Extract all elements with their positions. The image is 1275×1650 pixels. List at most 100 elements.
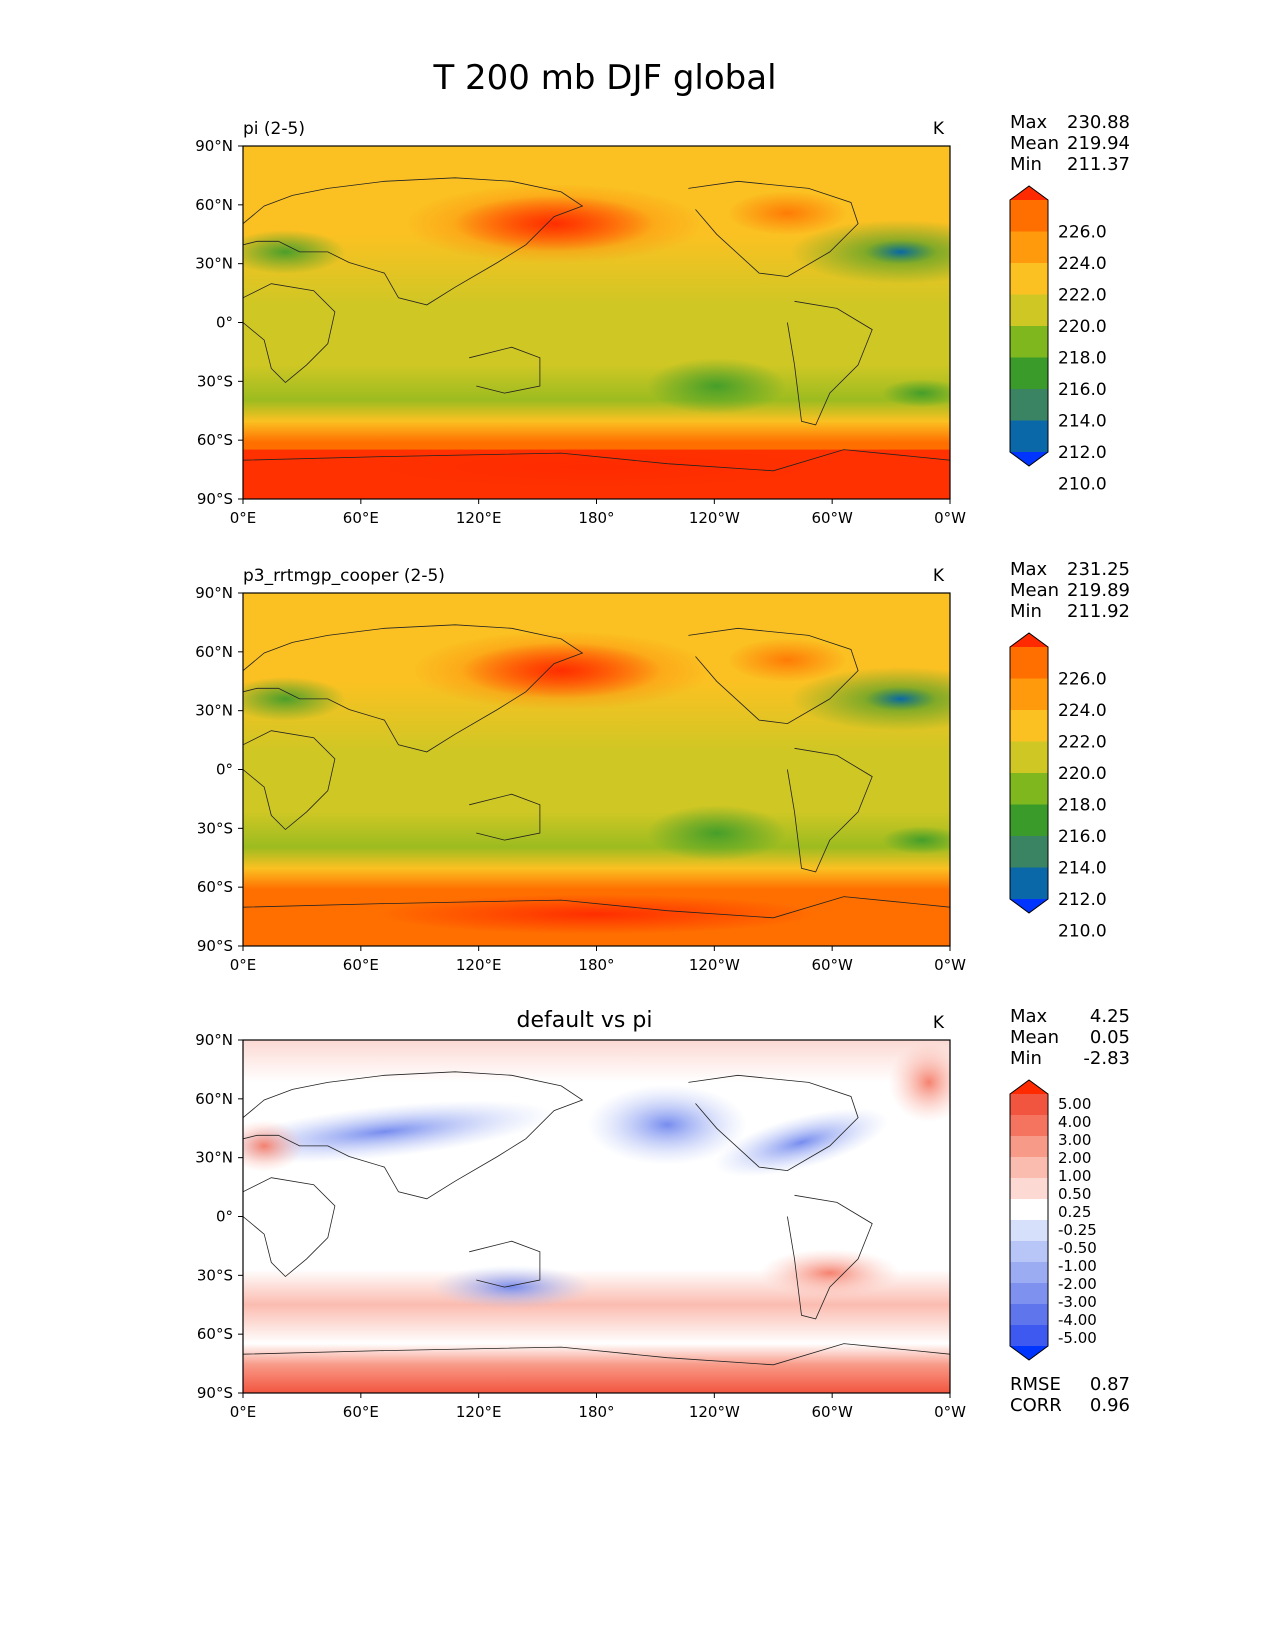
colorbar-segment [1010,1178,1048,1200]
lat-tick-label: 30°S [197,372,233,390]
colorbar-segment [1010,263,1048,295]
south-atlantic-cool-core [881,379,950,408]
colorbar-segment [1010,1115,1048,1137]
lat-tick-label: 90°S [197,937,233,955]
figure-title: T 200 mb DJF global [432,58,776,98]
lon-tick-label: 0°E [230,1403,257,1421]
colorbar-tick-label: -0.25 [1058,1221,1097,1239]
colorbar-tick-label: 4.00 [1058,1113,1091,1131]
colorbar-tick-label: 210.0 [1058,922,1107,942]
panel-difference: default vs pi K 90°N 60°N 30°N 0° 30°S 60°S 90°S… [195,1006,1130,1421]
field-background [243,1040,950,1393]
lon-tick-label: 180° [578,956,614,974]
colorbar-tick-label: -4.00 [1058,1311,1097,1329]
stat-max-label: Max [1010,1006,1048,1027]
lon-tick-label: 60°W [811,956,853,974]
colorbar-tick-label: 220.0 [1058,764,1107,784]
colorbar-segment [1010,710,1048,742]
panel-units: K [933,1013,945,1033]
colorbar-segment [1010,867,1048,900]
lon-tick-label: 120°E [456,956,502,974]
colorbar-tick-label: 224.0 [1058,701,1107,721]
colorbar-outline [1009,185,1049,467]
colorbar-tick-label: -1.00 [1058,1257,1097,1275]
map-field-reference [243,593,950,946]
colorbar-segment [1010,678,1048,711]
stat-mean-label: Mean [1010,580,1059,601]
stat-min-value: -2.83 [1083,1048,1130,1069]
colorbar-tick-label: 222.0 [1058,733,1107,753]
lon-tick-label: 60°E [343,509,379,527]
colorbar-tick-label: 212.0 [1058,443,1107,463]
stat-max-value: 230.88 [1067,112,1130,133]
colorbar-tick-label: 218.0 [1058,349,1107,369]
lon-tick-label: 60°W [811,1403,853,1421]
colorbar-segment [1010,1199,1048,1221]
colorbar-tick-label: -3.00 [1058,1293,1097,1311]
south-atlantic-cool-core [881,826,950,855]
colorbar-segment [1010,1136,1048,1158]
colorbar-tick-label: 218.0 [1058,796,1107,816]
lat-tick-label: 30°S [197,819,233,837]
lon-tick-label: 60°W [811,509,853,527]
lat-tick-label: 60°N [195,643,233,661]
colorbar-segment [1010,1241,1048,1263]
colorbar-tick-label: 0.50 [1058,1185,1091,1203]
colorbar-segment [1010,1262,1048,1284]
colorbar-segment [1010,231,1048,264]
colorbar-extend-bottom [1010,899,1048,913]
colorbar-segment [1010,357,1048,390]
lat-tick-label: 90°S [197,490,233,508]
colorbar-segment [1010,389,1048,421]
north-pacific-cool-anomaly [587,1084,748,1165]
colorbar-tick-label: 210.0 [1058,475,1107,495]
lon-tick-label: 60°E [343,1403,379,1421]
metric-rmse-label: RMSE [1010,1374,1061,1395]
colorbar-segment [1010,647,1048,679]
colorbar-segment [1010,804,1048,837]
lat-tick-label: 30°N [195,255,233,273]
colorbar-outline [1009,632,1049,914]
colorbar-extend-top [1010,186,1048,200]
colorbar-segment [1010,420,1048,453]
north-pacific-warm-core [454,195,655,252]
colorbar-tick-label: 226.0 [1058,670,1107,690]
lat-tick-label: 60°S [197,431,233,449]
stat-min-label: Min [1010,1048,1042,1069]
colorbar-tick-label: 3.00 [1058,1131,1091,1149]
colorbar-segment [1010,1220,1048,1242]
stat-min-label: Min [1010,601,1042,622]
mediterranean-warm-anomaly [243,1119,305,1172]
lon-tick-label: 180° [578,509,614,527]
lon-tick-label: 120°W [689,1403,740,1421]
lat-tick-label: 90°N [195,137,233,155]
south-atlantic-warm-anomaly [759,1248,900,1297]
colorbar-segment [1010,1304,1048,1326]
lat-tick-label: 0° [216,314,233,332]
panel-units: K [933,119,945,139]
stat-min-label: Min [1010,154,1042,175]
lon-tick-label: 120°W [689,956,740,974]
colorbar-segment [1010,741,1048,774]
south-pacific-cool-core [646,805,787,862]
colorbar-tick-label: 214.0 [1058,412,1107,432]
stat-min-value: 211.37 [1067,154,1130,175]
atlantic-warm-anomaly [888,1042,950,1123]
colorbar-tick-label: 222.0 [1058,286,1107,306]
colorbar-tick-label: 224.0 [1058,254,1107,274]
canada-warm-patch [727,191,848,236]
colorbar-tick-label: 216.0 [1058,380,1107,400]
north-atlantic-cool-core [864,686,937,711]
north-pacific-warm-core [461,642,662,699]
map-field-test [243,146,950,499]
panel-test: pi (2-5) K 90°N 60°N 30°N 0° 30°S 60°S 90°S0°E 60… [195,112,1130,527]
lon-tick-label: 120°E [456,509,502,527]
lon-tick-label: 120°W [689,509,740,527]
lat-tick-label: 90°N [195,1031,233,1049]
stat-max-value: 231.25 [1067,559,1130,580]
lat-tick-label: 60°S [197,878,233,896]
lon-tick-label: 0°W [934,509,966,527]
north-atlantic-cool-core [864,239,937,264]
colorbar-extend-bottom [1010,452,1048,466]
lat-tick-label: 30°S [197,1266,233,1284]
